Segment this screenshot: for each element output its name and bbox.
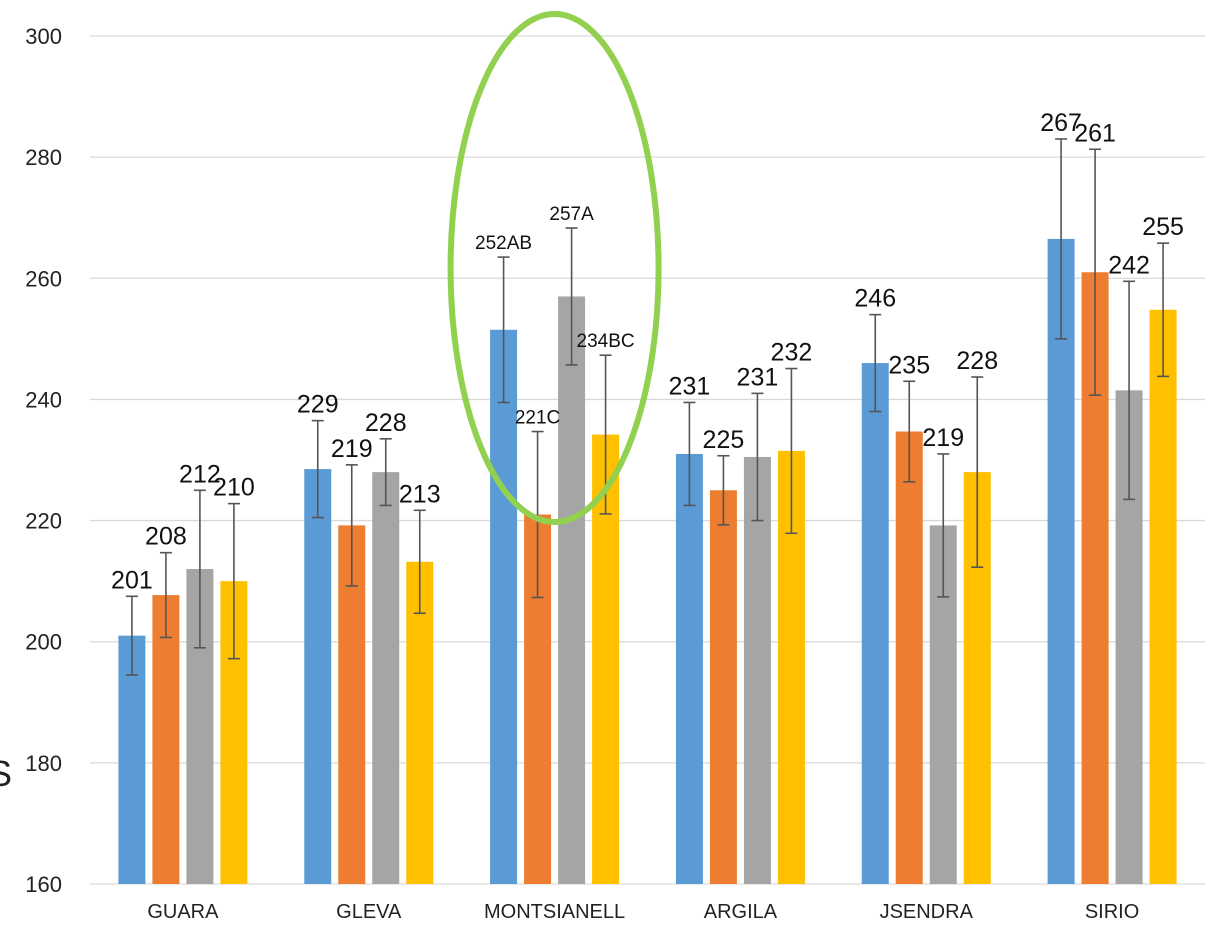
data-label: 232 [771,339,813,367]
data-label: 208 [145,523,187,551]
y-tick-label: 180 [25,751,62,776]
data-label: 213 [399,480,441,508]
bar [743,456,771,884]
data-label: 201 [111,566,153,594]
bar [895,431,923,884]
data-label: 231 [669,372,711,400]
bar [1149,309,1177,885]
data-label: 228 [956,347,998,375]
y-tick-label: 220 [25,509,62,534]
data-label: 267 [1040,109,1082,137]
data-label: 234BC [577,331,635,352]
bar [152,595,180,884]
error-bars [125,138,1170,676]
data-label: 261 [1074,119,1116,147]
y-tick-label: 260 [25,266,62,291]
bar [709,490,737,884]
data-label: 231 [737,363,779,391]
y-tick-label: 200 [25,630,62,655]
gridlines [90,35,1205,885]
data-label: 212 [179,460,221,488]
bar [675,453,703,884]
y-tick-label: 280 [25,145,62,170]
data-label: 255 [1142,213,1184,241]
y-tick-label: 300 [25,24,62,49]
bar [304,469,332,884]
data-label: 225 [703,426,745,454]
data-label: 246 [854,285,896,313]
x-tick-label: GUARA [147,901,219,923]
bar [118,635,146,884]
data-label: 210 [213,474,255,502]
data-label: 242 [1108,251,1150,279]
bar [406,561,434,884]
data-label: 257A [549,204,594,225]
bars [118,238,1177,885]
bar [372,472,400,884]
x-tick-label: MONTSIANELL [484,901,625,923]
bar [1047,238,1075,884]
data-label: 219 [331,435,373,463]
x-tick-label: SIRIO [1085,901,1139,923]
bar [558,296,586,884]
bar [861,363,889,885]
data-label: 219 [922,424,964,452]
y-axis: 160 180 200 220 240 260 280 300 [25,24,62,897]
data-label: 229 [297,391,339,419]
y-tick-label: 240 [25,387,62,412]
data-label: 228 [365,409,407,437]
highlight-ellipse [447,11,662,525]
y-tick-label: 160 [25,872,62,897]
data-labels: 201208212210229219228213252AB221C257A234… [111,109,1184,594]
x-tick-label: JSENDRA [880,901,974,923]
data-label: 235 [888,351,930,379]
data-label: 221C [515,408,560,429]
clipped-axis-title: S [0,753,12,794]
x-tick-label: GLEVA [336,901,402,923]
data-label: 252AB [475,233,532,254]
x-axis: GUARA GLEVA MONTSIANELL ARGILA JSENDRA SIRIO [147,901,1139,923]
x-tick-label: ARGILA [704,901,778,923]
bar [490,329,518,884]
highlight-annotation [447,11,662,525]
